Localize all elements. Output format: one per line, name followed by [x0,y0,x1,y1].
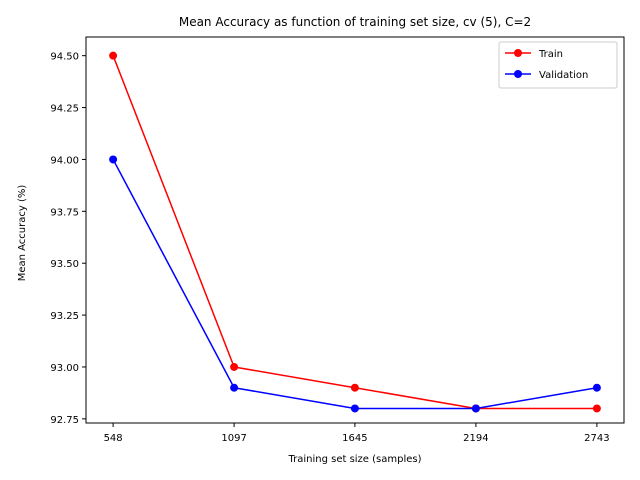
legend: Train Validation [498,41,618,89]
data-point-1-4 [592,383,601,392]
data-point-0-0 [109,51,118,60]
legend-label-0: Train [538,49,563,60]
data-point-0-2 [350,383,359,392]
data-point-1-1 [230,383,239,392]
data-point-1-2 [350,404,359,413]
y-tick-label-5: 94.00 [50,155,79,166]
data-point-0-1 [230,362,239,371]
legend-marker-1 [514,70,522,78]
y-tick-label-4: 93.75 [50,207,79,218]
x-tick-label-1: 1097 [221,433,246,444]
legend-marker-0 [514,49,522,57]
y-tick-label-3: 93.50 [50,259,79,270]
x-tick-label-0: 548 [104,433,123,444]
y-tick-label-2: 93.25 [50,311,79,322]
y-axis-label: Mean Accuracy (%) [17,185,28,282]
data-point-1-3 [471,404,480,413]
data-point-1-0 [109,155,118,164]
plot-area: 548 1097 1645 2194 2743 92.75 93.00 93.25 93.50 9… [50,36,625,444]
data-point-0-4 [592,404,601,413]
x-tick-label-4: 2743 [584,433,609,444]
x-tick-label-3: 2194 [463,433,488,444]
y-tick-label-1: 93.00 [50,363,79,374]
legend-label-1: Validation [539,70,588,81]
y-tick-label-6: 94.25 [50,104,79,115]
chart-title: Mean Accuracy as function of training se… [179,15,531,29]
x-axis-label: Training set size (samples) [287,454,421,465]
x-tick-label-2: 1645 [342,433,367,444]
y-tick-label-0: 92.75 [50,415,79,426]
y-tick-label-7: 94.50 [50,52,79,63]
